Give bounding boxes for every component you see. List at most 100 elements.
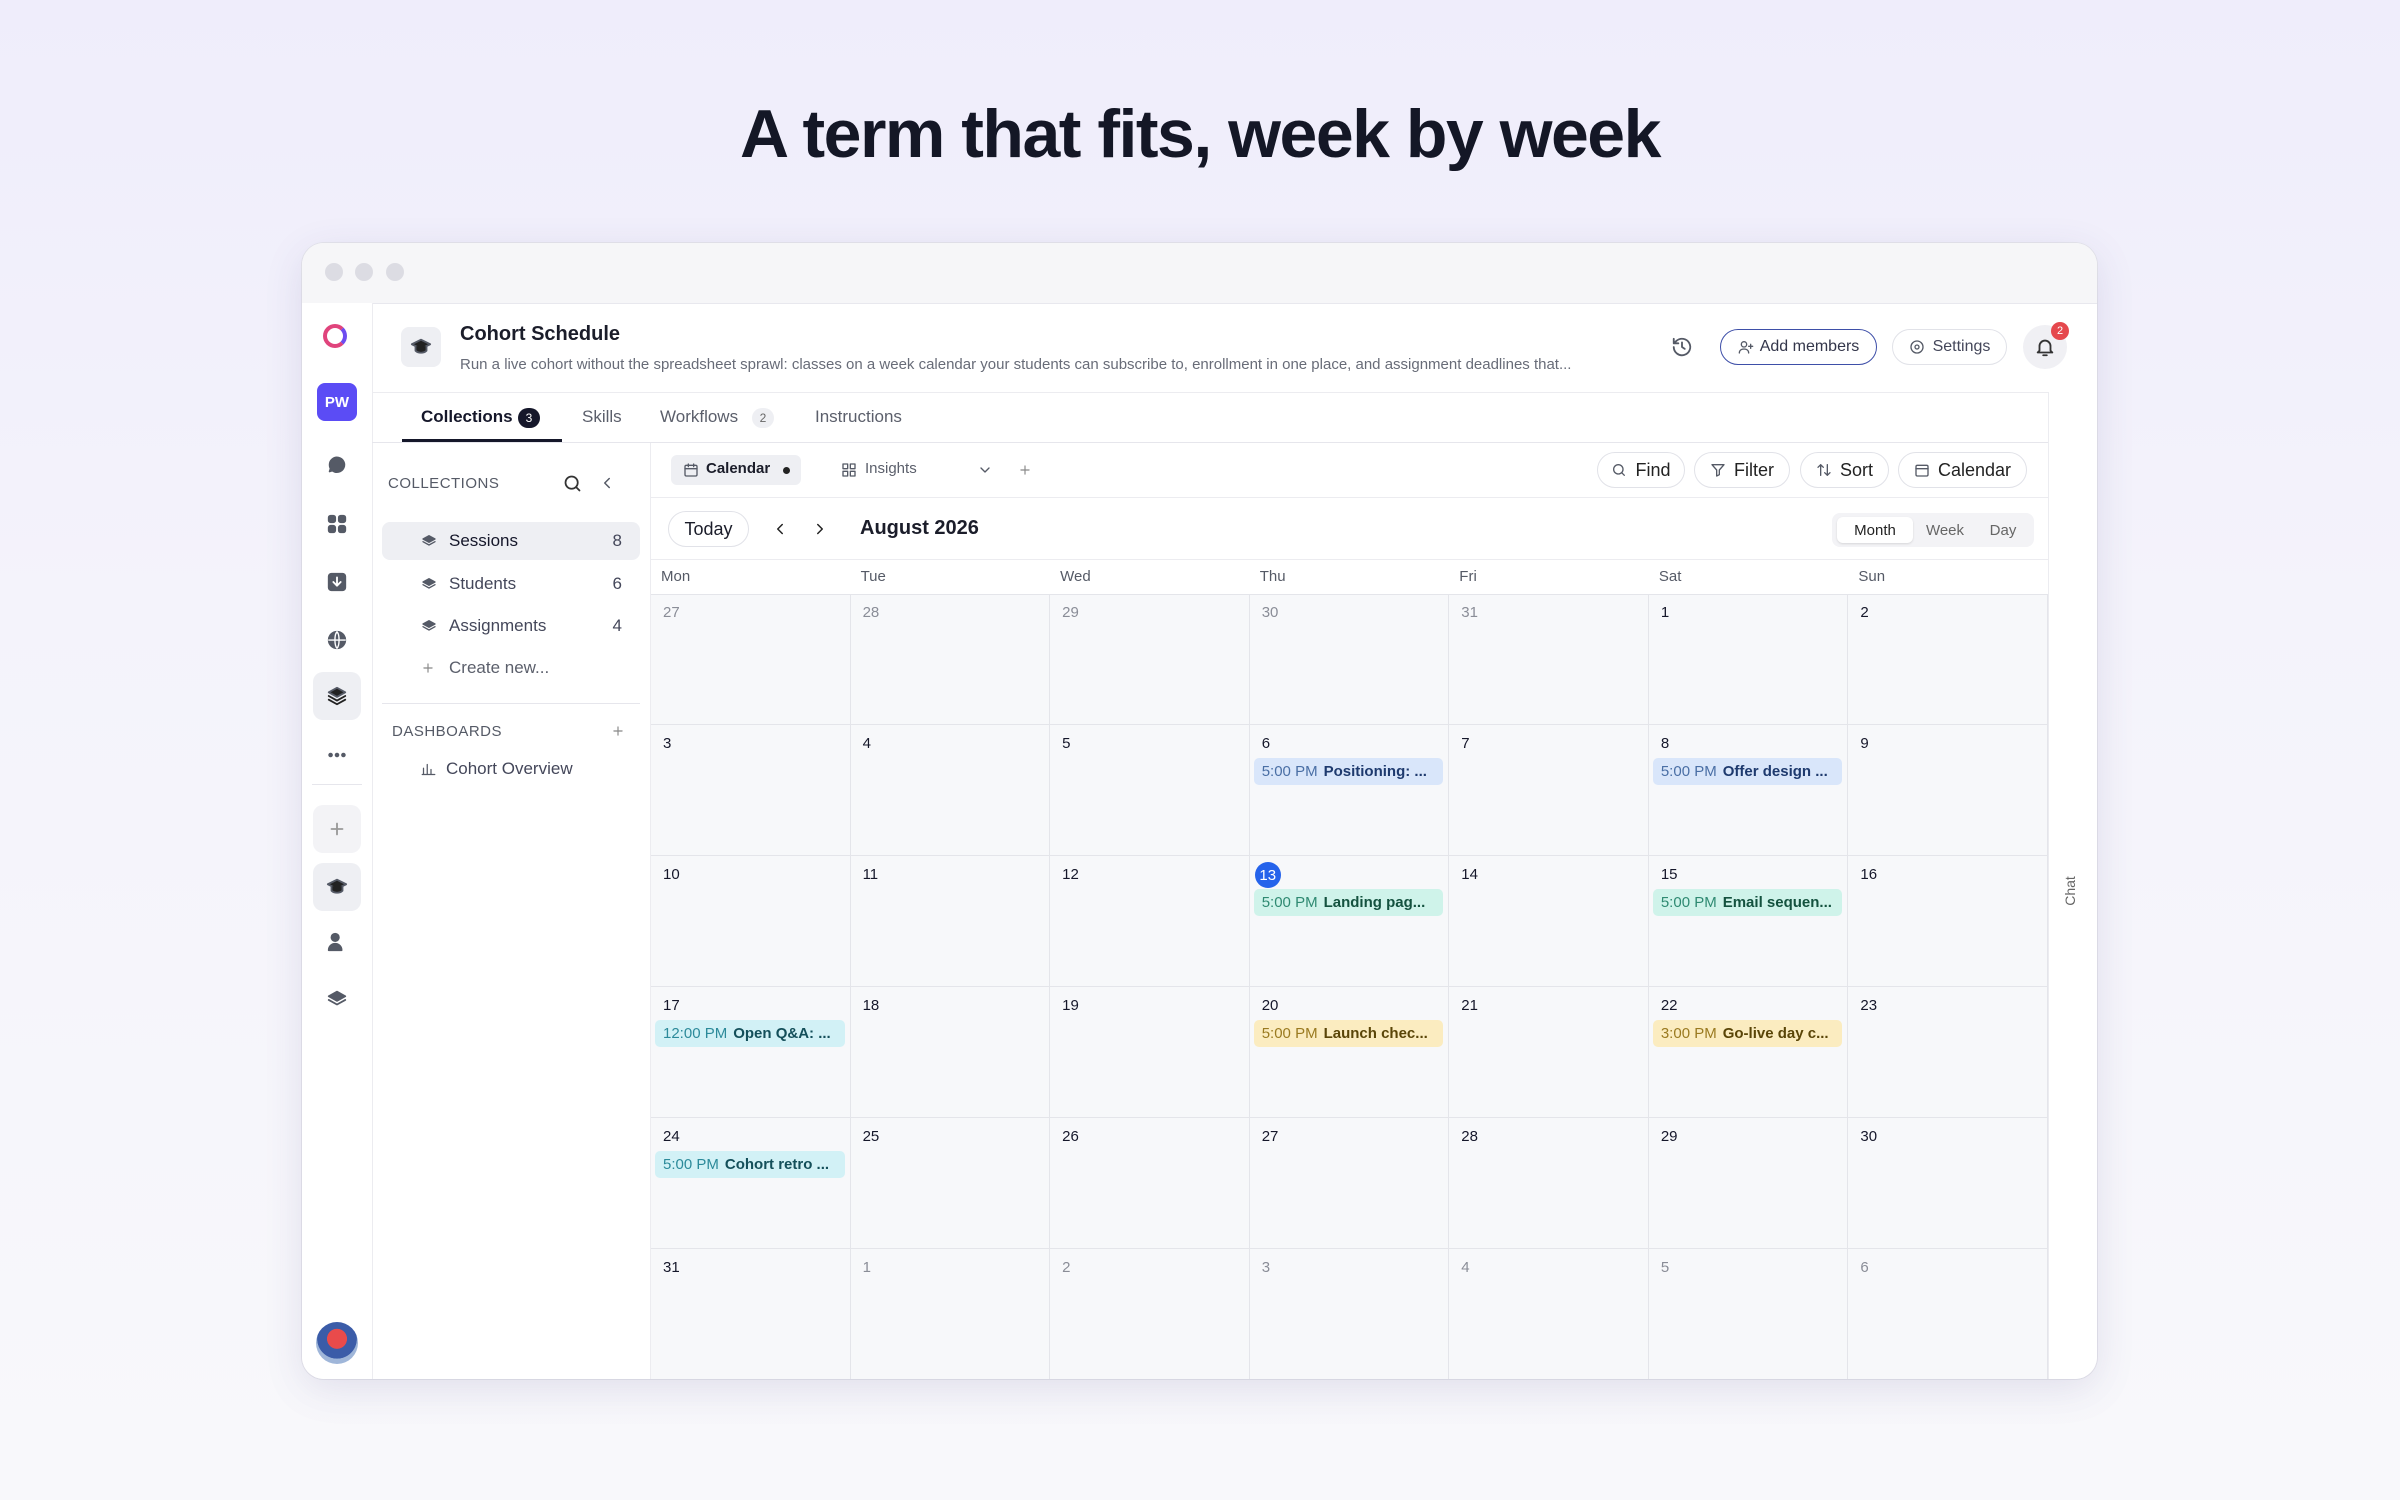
collection-icon[interactable]	[421, 576, 437, 592]
day-cell[interactable]	[1449, 725, 1649, 856]
day-cell[interactable]	[1249, 1118, 1450, 1249]
view-mode[interactable]: Month	[1837, 517, 1913, 543]
event-chip[interactable]: 5:00 PM Offer design ...	[1652, 758, 1843, 785]
today-button[interactable]: Today	[668, 511, 749, 547]
day-cell[interactable]	[850, 594, 1051, 725]
event-chip[interactable]: 5:00 PM Positioning: ...	[1253, 758, 1444, 785]
add-dashboard[interactable]	[611, 724, 625, 738]
collection-icon[interactable]	[421, 533, 437, 549]
day-cell[interactable]	[851, 1249, 1051, 1379]
day-cell[interactable]	[1848, 1249, 2048, 1379]
user-avatar[interactable]	[316, 1322, 358, 1364]
toolbar-button[interactable]: Filter	[1694, 452, 1790, 488]
rail-icon[interactable]	[326, 876, 348, 898]
dashboard-label[interactable]: Cohort Overview	[446, 759, 573, 778]
event-chip[interactable]: 3:00 PM Go-live day c...	[1652, 1020, 1843, 1047]
tab[interactable]: Instructions	[815, 407, 902, 426]
day-cell[interactable]	[1050, 856, 1250, 987]
create-new[interactable]: Create new...	[449, 658, 550, 677]
event-chip[interactable]: 5:00 PM Landing pag...	[1253, 889, 1444, 916]
event-chip[interactable]: 5:00 PM Email sequen...	[1652, 889, 1843, 916]
toolbar-button[interactable]: Calendar	[1898, 452, 2027, 488]
day-cell[interactable]	[1848, 725, 2048, 856]
rail-icon[interactable]	[326, 818, 348, 840]
collection-label[interactable]: Students	[449, 573, 517, 593]
day-cell[interactable]	[651, 1249, 851, 1379]
day-cell[interactable]	[1848, 1118, 2048, 1249]
add-members-button[interactable]: Add members	[1720, 329, 1877, 365]
rail-icon[interactable]	[326, 454, 348, 476]
day-cell[interactable]	[651, 725, 851, 856]
day-cell[interactable]	[1050, 1249, 1250, 1379]
day-cell[interactable]	[651, 987, 851, 1118]
day-cell[interactable]	[1249, 987, 1450, 1118]
collection-label[interactable]: Sessions	[449, 531, 518, 550]
tab[interactable]: Workflows	[660, 407, 739, 426]
day-cell[interactable]	[1449, 594, 1649, 725]
day-cell[interactable]	[1648, 594, 1849, 725]
rail-icon[interactable]	[326, 629, 348, 651]
day-cell[interactable]	[1449, 1249, 1649, 1379]
tab[interactable]: Collections	[421, 407, 513, 426]
rail-icon[interactable]	[326, 513, 348, 535]
event-title: Offer design ...	[1722, 763, 1828, 780]
day-cell[interactable]	[1249, 856, 1450, 987]
day-cell[interactable]	[1250, 1249, 1450, 1379]
day-cell[interactable]	[1648, 1118, 1849, 1249]
logo[interactable]	[323, 324, 347, 348]
day-cell[interactable]	[651, 594, 851, 725]
day-cell[interactable]	[850, 856, 1051, 987]
day-cell[interactable]	[1648, 725, 1849, 856]
collection-icon[interactable]	[421, 618, 437, 634]
rail-icon[interactable]	[326, 931, 348, 953]
day-cell[interactable]	[1050, 1118, 1250, 1249]
day-cell[interactable]	[1848, 987, 2048, 1118]
day-cell[interactable]	[850, 987, 1051, 1118]
day-cell[interactable]	[1050, 594, 1250, 725]
rail-icon[interactable]	[326, 571, 348, 593]
collection-label[interactable]: Assignments	[449, 616, 547, 635]
day-cell[interactable]	[1449, 856, 1649, 987]
next-month[interactable]	[811, 520, 829, 538]
day-cell[interactable]	[651, 856, 851, 987]
settings-button[interactable]: Settings	[1892, 329, 2007, 365]
day-cell[interactable]	[1648, 856, 1849, 987]
rail-icon[interactable]	[326, 988, 348, 1010]
workspace-avatar[interactable]: PW	[317, 383, 357, 421]
day-cell[interactable]	[1449, 1118, 1649, 1249]
event-chip[interactable]: 5:00 PM Cohort retro ...	[655, 1151, 845, 1178]
day-cell[interactable]	[1449, 987, 1649, 1118]
view-mode[interactable]: Week	[1925, 521, 1965, 539]
view-mode[interactable]: Day	[1989, 521, 2017, 539]
tab[interactable]: Skills	[582, 407, 622, 426]
event-chip[interactable]: 5:00 PM Launch chec...	[1253, 1020, 1444, 1047]
rail-icon[interactable]	[326, 744, 348, 766]
day-cell[interactable]	[850, 725, 1051, 856]
day-cell[interactable]	[1648, 987, 1849, 1118]
chat-label[interactable]: Chat	[2061, 876, 2078, 906]
event-chip[interactable]: 12:00 PM Open Q&A: ...	[655, 1020, 845, 1047]
rail-icon[interactable]	[326, 685, 348, 707]
history-button[interactable]	[1671, 336, 1693, 358]
search-button-glyph	[564, 475, 581, 492]
view-tab[interactable]: Insights	[865, 460, 917, 477]
toolbar-button[interactable]: Find	[1597, 452, 1685, 488]
day-cell[interactable]	[1050, 725, 1250, 856]
day-cell[interactable]	[850, 1118, 1051, 1249]
day-cell[interactable]	[1050, 987, 1250, 1118]
add-view[interactable]	[1018, 463, 1032, 477]
day-cell[interactable]	[1649, 1249, 1849, 1379]
toolbar-button[interactable]: Sort	[1800, 452, 1889, 488]
day-cell[interactable]	[651, 1118, 851, 1249]
search-button[interactable]	[562, 473, 583, 494]
day-cell[interactable]	[1249, 725, 1450, 856]
day-number: 15	[1660, 866, 1678, 883]
day-cell[interactable]	[1249, 594, 1450, 725]
view-tab[interactable]: Calendar	[706, 460, 771, 477]
day-cell[interactable]	[1848, 594, 2048, 725]
collapse-button[interactable]	[598, 474, 616, 492]
day-cell[interactable]	[1848, 856, 2048, 987]
prev-month[interactable]	[771, 520, 789, 538]
views-menu[interactable]	[977, 462, 993, 478]
dashboard-icon[interactable]	[421, 762, 436, 777]
